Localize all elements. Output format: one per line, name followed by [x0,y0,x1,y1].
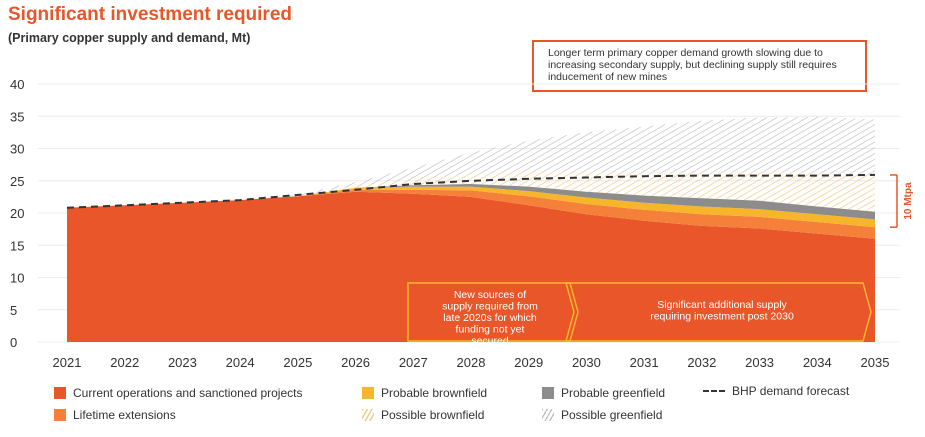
y-tick-label: 25 [10,174,24,189]
x-tick-label: 2027 [399,355,428,370]
gap-label: 10 Mtpa [903,182,914,220]
y-tick-label: 5 [10,303,17,318]
legend-label-possible-brownfield: Possible brownfield [381,408,485,422]
legend-item-lifetime: Lifetime extensions [54,408,176,422]
legend-item-possible-brownfield: Possible brownfield [362,408,484,422]
x-tick-label: 2023 [168,355,197,370]
legend-item-probable-brownfield: Probable brownfield [362,386,487,400]
x-tick-label: 2033 [745,355,774,370]
legend-label-probable-greenfield: Probable greenfield [561,386,666,400]
legend-swatch-possible-greenfield [542,409,554,421]
callout-box: Longer term primary copper demand growth… [532,40,867,92]
area-possible-brownfield [67,171,875,212]
legend-item-demand: BHP demand forecast [703,384,849,398]
chart-svg: 10 Mtpa New sources of supply required fro… [10,77,914,370]
area-current [67,191,875,342]
x-tick-label: 2032 [687,355,716,370]
x-tick-label: 2025 [283,355,312,370]
y-tick-label: 0 [10,335,17,350]
legend-swatch-probable-greenfield [542,387,554,399]
x-tick-label: 2028 [457,355,486,370]
legend-label-current: Current operations and sanctioned projec… [73,386,303,400]
y-tick-label: 40 [10,77,24,92]
chart-subtitle: (Primary copper supply and demand, Mt) [8,31,251,45]
legend-item-probable-greenfield: Probable greenfield [542,386,665,400]
legend-label-demand: BHP demand forecast [732,384,850,398]
legend-swatch-demand [703,390,725,392]
annotation-right: Significant additional supply requiring i… [650,299,794,323]
x-tick-label: 2021 [53,355,82,370]
legend-label-lifetime: Lifetime extensions [73,408,176,422]
area-possible-greenfield [67,116,875,208]
y-tick-label: 35 [10,109,24,124]
x-tick-label: 2022 [110,355,139,370]
legend-swatch-lifetime [54,409,66,421]
y-tick-label: 10 [10,271,24,286]
x-tick-label: 2029 [514,355,543,370]
legend-item-current: Current operations and sanctioned projec… [54,386,302,400]
x-tick-label: 2035 [861,355,890,370]
annotation-left: New sources of supply required from late 2… [442,289,538,347]
annotation-chevron-right [565,282,872,342]
legend-item-possible-greenfield: Possible greenfield [542,408,662,422]
legend-swatch-possible-brownfield [362,409,374,421]
x-tick-label: 2031 [630,355,659,370]
y-tick-label: 20 [10,206,24,221]
legend-label-possible-greenfield: Possible greenfield [561,408,663,422]
x-tick-label: 2024 [226,355,255,370]
y-tick-label: 30 [10,142,24,157]
demand-line [66,173,876,209]
y-tick-label: 15 [10,238,24,253]
area-probable-greenfield [67,184,875,220]
x-tick-label: 2034 [803,355,832,370]
legend-swatch-probable-brownfield [362,387,374,399]
x-tick-label: 2030 [572,355,601,370]
legend-swatch-current [54,387,66,399]
x-tick-label: 2026 [341,355,370,370]
legend-label-probable-brownfield: Probable brownfield [381,386,488,400]
chart-title: Significant investment required [8,4,292,25]
